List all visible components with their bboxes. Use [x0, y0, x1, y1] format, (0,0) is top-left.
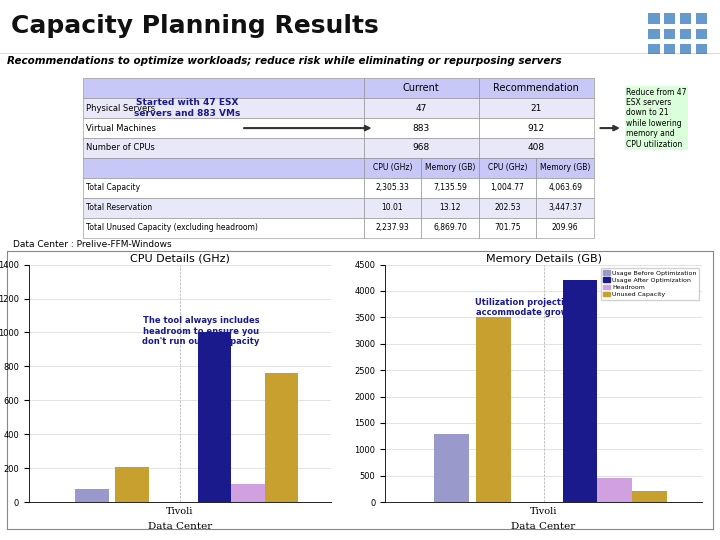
Legend: Usage Before Optimization, Usage After Optimization, Headroom, Unused Capacity: Usage Before Optimization, Usage After O… — [600, 268, 699, 300]
Bar — [83, 178, 364, 198]
Bar — [479, 198, 536, 218]
Text: Reduce from 47
ESX servers
down to 21
while lowering
memory and
CPU utilization: Reduce from 47 ESX servers down to 21 wh… — [626, 87, 687, 148]
Bar — [696, 14, 707, 24]
Bar — [479, 138, 594, 158]
Text: 3,447.37: 3,447.37 — [548, 203, 582, 212]
Bar — [364, 78, 479, 98]
Text: Capacity Planning Results: Capacity Planning Results — [11, 14, 379, 37]
Bar — [421, 218, 479, 238]
Bar — [364, 198, 421, 218]
Text: 701.75: 701.75 — [495, 223, 521, 232]
Bar — [434, 434, 469, 502]
Bar — [680, 29, 691, 39]
Text: 4,063.69: 4,063.69 — [548, 183, 582, 192]
Bar — [364, 178, 421, 198]
Bar — [664, 44, 675, 55]
Bar — [421, 178, 479, 198]
Text: 2,305.33: 2,305.33 — [375, 183, 410, 192]
Text: Recommendation: Recommendation — [493, 83, 580, 93]
Text: 10.01: 10.01 — [382, 203, 403, 212]
Bar — [680, 44, 691, 55]
Bar — [476, 318, 510, 502]
Bar — [696, 29, 707, 39]
Bar — [479, 178, 536, 198]
Bar — [696, 44, 707, 55]
Bar — [598, 478, 632, 502]
Text: Current: Current — [402, 83, 440, 93]
Text: The tool always includes
headroom to ensure you
don't run out of capacity: The tool always includes headroom to ens… — [143, 316, 260, 346]
Bar — [76, 489, 109, 502]
Text: Utilization projections
accommodate growth: Utilization projections accommodate grow… — [475, 298, 580, 317]
Bar — [632, 491, 667, 502]
Bar — [479, 98, 594, 118]
Text: 47: 47 — [415, 104, 427, 113]
Text: Recommendations to optimize workloads; reduce risk while eliminating or repurpos: Recommendations to optimize workloads; r… — [7, 56, 562, 66]
Bar — [562, 280, 598, 502]
Text: CPU (GHz): CPU (GHz) — [373, 164, 412, 172]
Bar — [83, 138, 364, 158]
Text: 7,135.59: 7,135.59 — [433, 183, 467, 192]
Text: 209.96: 209.96 — [552, 223, 578, 232]
Bar — [83, 118, 364, 138]
Text: CPU (GHz): CPU (GHz) — [488, 164, 527, 172]
Bar — [536, 158, 594, 178]
Text: 2,237.93: 2,237.93 — [376, 223, 409, 232]
Bar — [115, 467, 148, 502]
Bar — [479, 118, 594, 138]
Bar — [680, 14, 691, 24]
Text: 968: 968 — [413, 144, 430, 152]
Bar — [648, 14, 660, 24]
Bar — [648, 29, 660, 39]
Text: 13.12: 13.12 — [439, 203, 461, 212]
Text: Data Center : Prelive-FFM-Windows: Data Center : Prelive-FFM-Windows — [13, 240, 171, 249]
Text: 912: 912 — [528, 124, 545, 133]
Bar — [421, 158, 479, 178]
Text: Total Capacity: Total Capacity — [86, 183, 140, 192]
Text: Number of CPUs: Number of CPUs — [86, 144, 156, 152]
Bar — [664, 29, 675, 39]
Bar — [648, 44, 660, 55]
Text: Virtual Machines: Virtual Machines — [86, 124, 156, 133]
X-axis label: Data Center: Data Center — [511, 522, 576, 531]
Text: 6,869.70: 6,869.70 — [433, 223, 467, 232]
Bar — [83, 158, 364, 178]
Text: Memory (GB): Memory (GB) — [540, 164, 590, 172]
Bar — [536, 178, 594, 198]
Bar — [536, 218, 594, 238]
Text: 883: 883 — [413, 124, 430, 133]
Bar — [421, 198, 479, 218]
Bar — [479, 218, 536, 238]
Text: 202.53: 202.53 — [495, 203, 521, 212]
Text: 1,004.77: 1,004.77 — [490, 183, 525, 192]
Bar — [364, 218, 421, 238]
Bar — [479, 158, 536, 178]
Text: Total Reservation: Total Reservation — [86, 203, 153, 212]
Text: 21: 21 — [531, 104, 542, 113]
Bar — [231, 483, 265, 502]
Bar — [83, 98, 364, 118]
Title: Memory Details (GB): Memory Details (GB) — [485, 254, 602, 264]
Bar — [664, 14, 675, 24]
Bar — [364, 158, 421, 178]
Text: Total Unused Capacity (excluding headroom): Total Unused Capacity (excluding headroo… — [86, 223, 258, 232]
Bar — [265, 373, 298, 502]
Bar — [479, 78, 594, 98]
Bar — [536, 198, 594, 218]
Text: 408: 408 — [528, 144, 545, 152]
FancyBboxPatch shape — [119, 100, 241, 117]
Bar — [364, 118, 479, 138]
Text: Physical Servers: Physical Servers — [86, 104, 156, 113]
Bar — [83, 218, 364, 238]
Title: CPU Details (GHz): CPU Details (GHz) — [130, 254, 230, 264]
Bar — [364, 138, 479, 158]
Bar — [83, 198, 364, 218]
Text: Started with 47 ESX
servers and 883 VMs: Started with 47 ESX servers and 883 VMs — [134, 98, 240, 118]
X-axis label: Data Center: Data Center — [148, 522, 212, 531]
Bar — [198, 333, 231, 502]
Bar — [364, 98, 479, 118]
Bar — [83, 78, 364, 98]
Text: Memory (GB): Memory (GB) — [425, 164, 475, 172]
